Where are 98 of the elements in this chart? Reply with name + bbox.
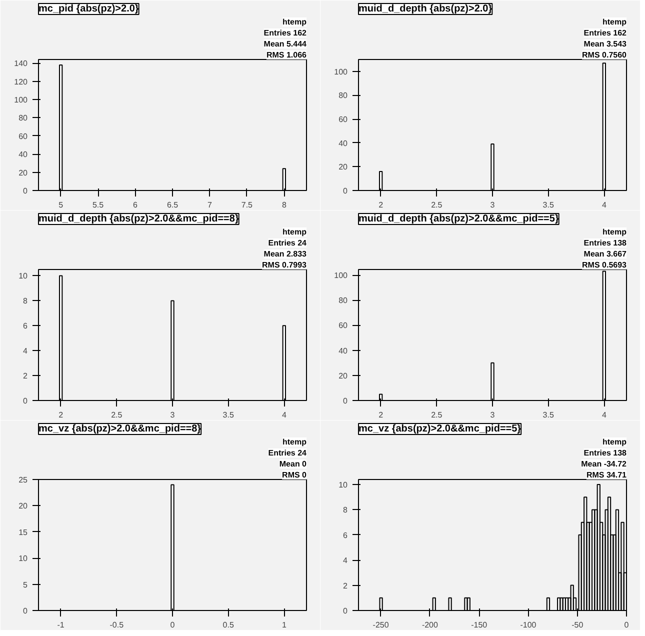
y-tick-label: 8 xyxy=(343,506,348,515)
y-tick-label: 6 xyxy=(343,530,348,540)
x-tick-label: 6 xyxy=(133,200,138,210)
x-tick-label: 0.5 xyxy=(222,620,234,630)
y-tick-label: 100 xyxy=(334,67,348,76)
y-tick-label: 10 xyxy=(18,272,28,281)
text: RMS 0.7560 xyxy=(582,50,628,60)
x-tick-label: 2 xyxy=(58,410,64,420)
x-tick-label: 7 xyxy=(208,200,212,210)
y-tick-label: 6 xyxy=(23,322,28,331)
y-tick-label: 10 xyxy=(18,554,28,564)
y-tick-label: 40 xyxy=(338,138,348,148)
text: Mean 5.444 xyxy=(264,40,308,48)
x-tick-label: 1 xyxy=(282,620,287,630)
y-tick-label: 20 xyxy=(18,168,28,178)
y-tick-label: 0 xyxy=(343,186,348,196)
x-tick-label: 0 xyxy=(624,620,630,630)
y-tick-label: 40 xyxy=(18,150,28,160)
text: Entries 24 xyxy=(268,238,308,248)
y-tick-label: 4 xyxy=(23,346,28,356)
x-tick-label: -100 xyxy=(520,620,537,630)
text: Entries 138 xyxy=(584,238,628,248)
x-tick-label: 5.5 xyxy=(92,200,104,210)
y-tick-label: 80 xyxy=(338,91,348,100)
y-tick-label: 25 xyxy=(18,476,28,484)
text: Entries 162 xyxy=(264,28,308,38)
y-tick-label: 60 xyxy=(338,321,348,330)
x-tick-label: 3.5 xyxy=(542,410,554,420)
x-tick-label: 0 xyxy=(170,620,176,630)
y-tick-label: 60 xyxy=(18,132,28,141)
text: htemp xyxy=(602,228,627,236)
annotation: RMS 0.7993 xyxy=(262,260,308,270)
y-tick-label: 10 xyxy=(338,480,348,490)
y-tick-label: 20 xyxy=(18,502,28,511)
y-tick-label: 0 xyxy=(23,396,28,406)
x-tick-label: -1 xyxy=(57,620,65,630)
text: Mean -34.72 xyxy=(581,460,628,468)
chart-title: muid_d_depth {abs(pz)>2.0&&mc_pid==5} xyxy=(358,214,559,224)
annotation: RMS 34.71 xyxy=(586,470,628,480)
x-tick-label: 5 xyxy=(58,200,64,210)
y-tick-label: 100 xyxy=(334,271,348,280)
y-tick-label: 8 xyxy=(23,296,28,306)
text: htemp xyxy=(602,18,627,26)
x-tick-label: -50 xyxy=(572,620,584,630)
text: RMS 1.066 xyxy=(266,50,308,60)
y-tick-label: 20 xyxy=(338,371,348,380)
x-tick-label: 2.5 xyxy=(111,410,123,420)
x-tick-label: 3 xyxy=(170,410,176,420)
chart-title: muid_d_depth {abs(pz)>2.0&&mc_pid==8} xyxy=(38,214,239,224)
x-tick-label: 2 xyxy=(378,200,384,210)
text: Mean 3.667 xyxy=(584,250,628,258)
y-tick-label: 80 xyxy=(338,296,348,306)
text: htemp xyxy=(282,18,307,26)
text: RMS 0.5693 xyxy=(582,260,628,270)
x-tick-label: 7.5 xyxy=(241,200,254,210)
chart-title: mc_pid {abs(pz)>2.0} xyxy=(38,4,139,14)
y-tick-label: 140 xyxy=(14,59,28,68)
x-tick-label: 3 xyxy=(490,200,496,210)
text: htemp xyxy=(282,228,307,236)
x-tick-label: -250 xyxy=(372,620,390,630)
text: Entries 162 xyxy=(584,28,628,38)
y-tick-label: 60 xyxy=(338,115,348,124)
y-tick-label: 100 xyxy=(14,96,28,105)
y-tick-label: 20 xyxy=(338,162,348,172)
x-tick-label: -200 xyxy=(422,620,439,630)
text: htemp xyxy=(602,438,627,446)
annotation: RMS 0 xyxy=(282,470,308,480)
text: htemp xyxy=(282,438,307,446)
x-tick-label: 3 xyxy=(490,410,496,420)
y-tick-label: 4 xyxy=(343,556,348,566)
y-tick-label: 0 xyxy=(23,186,28,196)
y-tick-label: 120 xyxy=(14,77,28,86)
x-tick-label: 2.5 xyxy=(431,200,443,210)
text: Mean 3.543 xyxy=(584,40,628,48)
y-tick-label: 40 xyxy=(338,346,348,356)
y-tick-label: 0 xyxy=(343,606,348,616)
x-tick-label: 2.5 xyxy=(431,410,443,420)
text: Entries 24 xyxy=(268,448,308,458)
x-tick-label: 8 xyxy=(282,200,287,210)
x-tick-label: 3.5 xyxy=(222,410,234,420)
x-tick-label: -150 xyxy=(471,620,488,630)
x-tick-label: 2 xyxy=(378,410,384,420)
y-tick-label: 15 xyxy=(18,528,28,537)
y-tick-label: 2 xyxy=(23,372,28,381)
text: Entries 138 xyxy=(584,448,628,458)
x-tick-label: 3.5 xyxy=(542,200,554,210)
x-tick-label: 4 xyxy=(282,410,287,420)
text: Mean 2.833 xyxy=(264,250,308,258)
y-tick-label: 0 xyxy=(343,396,348,406)
x-tick-label: 4 xyxy=(602,410,607,420)
x-tick-label: -0.5 xyxy=(110,620,124,630)
y-tick-label: 0 xyxy=(23,606,28,616)
y-tick-label: 2 xyxy=(343,581,348,590)
y-tick-label: 5 xyxy=(23,580,28,590)
y-tick-label: 80 xyxy=(18,114,28,123)
x-tick-label: 4 xyxy=(602,200,607,210)
x-tick-label: 6.5 xyxy=(166,200,179,210)
text: Mean 0 xyxy=(279,460,308,468)
